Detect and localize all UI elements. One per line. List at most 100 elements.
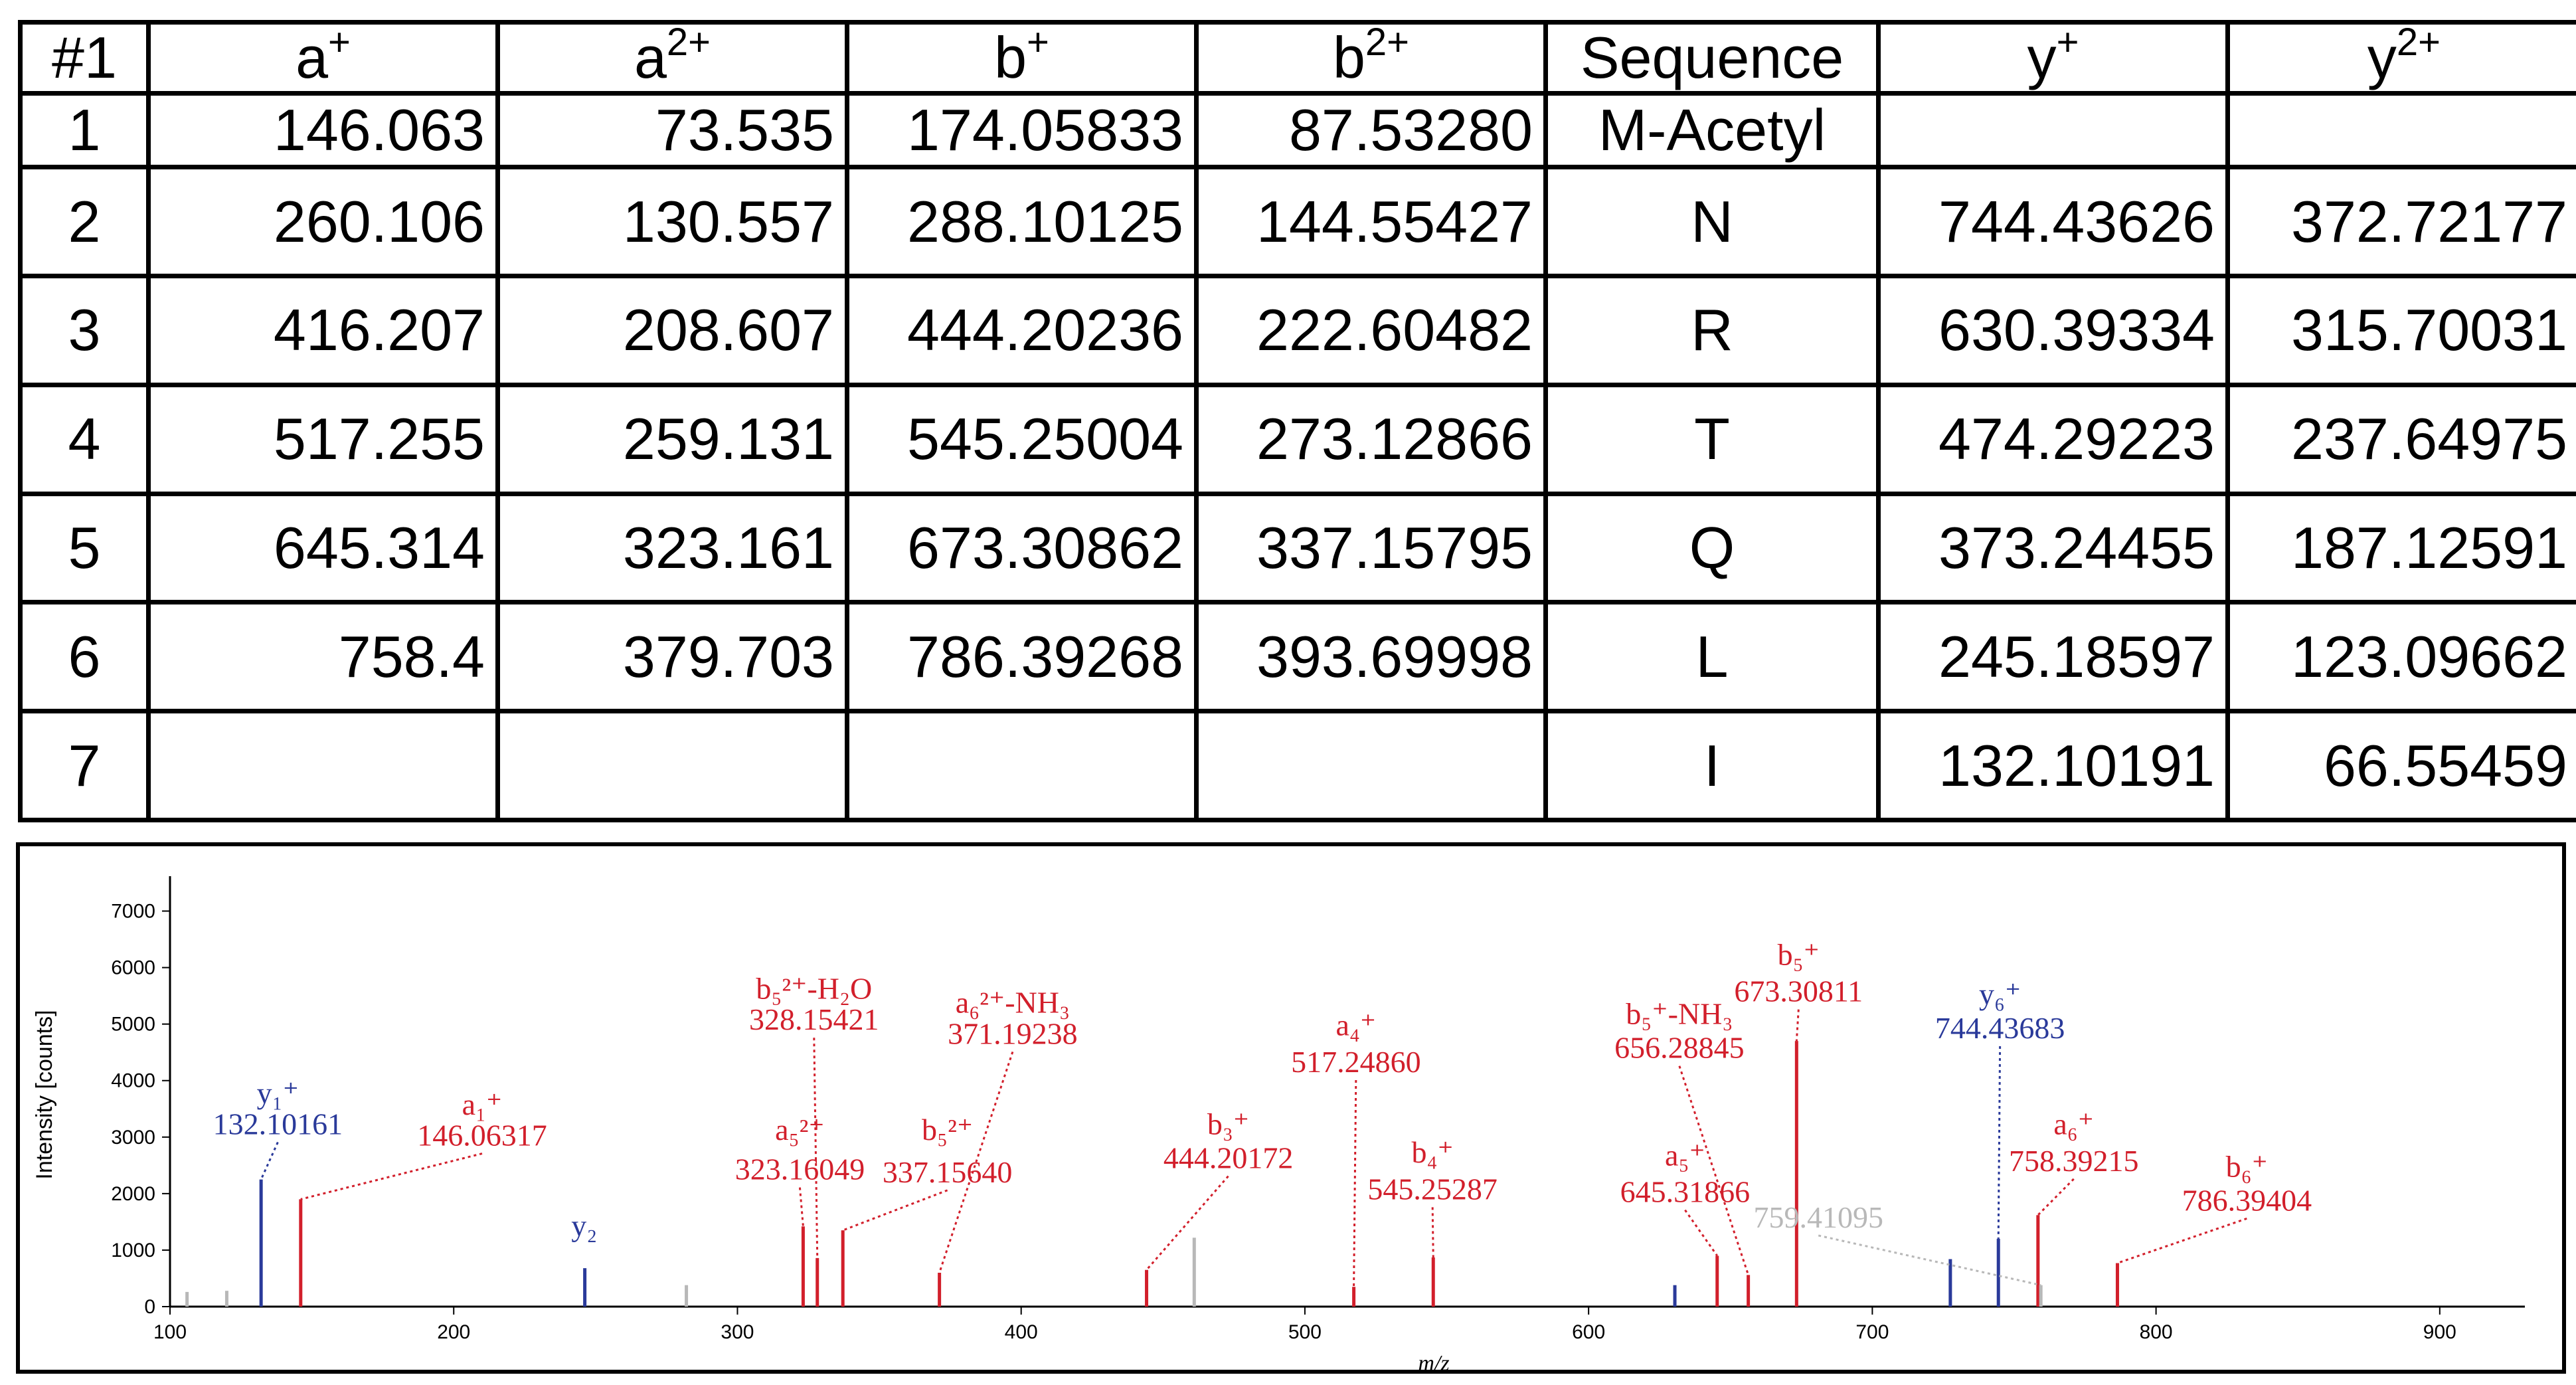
row-index-cell: 6: [18, 600, 151, 714]
mass-cell: 245.18597: [1876, 600, 2230, 714]
mass-cell: 87.53280: [1194, 90, 1548, 170]
mass-cell: 146.063: [146, 90, 500, 170]
mass-cell: 416.207: [146, 274, 500, 387]
charge-superscript: 2+: [2396, 21, 2441, 64]
spectrum-svg: 0 1000 2000 3000 4000 5000 6000 7000 100 200 300 40…: [32, 876, 2525, 1370]
mass-cell: [2225, 90, 2576, 170]
charge-superscript: 2+: [666, 21, 711, 64]
peak-ion-label: a₆²⁺-NH₃: [956, 986, 1070, 1020]
mass-cell: 337.15795: [1194, 491, 1548, 605]
annotation-leader-line: [1146, 1175, 1229, 1271]
x-axis-label: m/z: [1418, 1351, 1449, 1370]
y-axis-label: Intensity [counts]: [32, 1010, 57, 1179]
sequence-cell: R: [1543, 274, 1881, 387]
column-header: #1: [18, 20, 151, 96]
mass-cell: [146, 709, 500, 822]
row-index-cell: 7: [18, 709, 151, 822]
peak-ion-label: y₆⁺: [1979, 977, 2021, 1011]
mass-cell: [1194, 709, 1548, 822]
column-header-label: b: [994, 25, 1027, 90]
column-header: Sequence: [1543, 20, 1881, 96]
mass-cell: 630.39334: [1876, 274, 2230, 387]
row-index-cell: 1: [18, 90, 151, 170]
table-row: 3 416.207 208.607 444.20236 222.60482 R 630.39…: [18, 274, 2576, 387]
table-row: 1 146.063 73.535 174.05833 87.53280 M-Acetyl: [18, 90, 2576, 170]
column-header: a2+: [495, 20, 849, 96]
mass-cell: 474.29223: [1876, 382, 2230, 496]
table-row: 6 758.4 379.703 786.39268 393.69998 L 245.1859…: [18, 600, 2576, 714]
annotation-leader-line: [798, 1187, 804, 1227]
peak-mz-label: 328.15421: [749, 1002, 879, 1036]
peak-mz-label: 759.41095: [1753, 1200, 1883, 1234]
mass-cell: 744.43626: [1876, 165, 2230, 278]
y-tick-label: 7000: [111, 901, 155, 923]
peak-ion-label: y₂: [571, 1209, 597, 1243]
annotation-leader-line: [1818, 1234, 2041, 1287]
charge-superscript: +: [2056, 21, 2079, 64]
column-header-label: b: [1332, 25, 1365, 90]
y-tick-label: 5000: [111, 1014, 155, 1036]
charge-superscript: +: [328, 21, 351, 64]
annotation-leader-line: [1795, 1009, 1800, 1042]
y-tick-label: 2000: [111, 1183, 155, 1205]
mass-cell: [1876, 90, 2230, 170]
peak-mz-label: 146.06317: [417, 1119, 547, 1153]
peak-mz-label: 744.43683: [1935, 1011, 2065, 1045]
mass-cell: 208.607: [495, 274, 849, 387]
column-header-label: #1: [52, 25, 117, 90]
annotation-leader-line: [1684, 1209, 1718, 1257]
peak-mz-label: 786.39404: [2182, 1183, 2312, 1217]
mass-cell: 132.10191: [1876, 709, 2230, 822]
charge-superscript: +: [1027, 21, 1049, 64]
sequence-cell: Q: [1543, 491, 1881, 605]
table-row: 4 517.255 259.131 545.25004 273.12866 T 474.29…: [18, 382, 2576, 496]
peak-ion-label: a₄⁺: [1335, 1008, 1376, 1042]
mass-cell: 144.55427: [1194, 165, 1548, 278]
column-header: a+: [146, 20, 500, 96]
mass-cell: 323.161: [495, 491, 849, 605]
y-tick-label: 4000: [111, 1070, 155, 1092]
table-body: 1 146.063 73.535 174.05833 87.53280 M-Acetyl 2…: [18, 90, 2576, 822]
column-header-label: y: [2027, 25, 2057, 90]
peak-mz-label: 444.20172: [1163, 1141, 1294, 1175]
column-header-label: a: [634, 25, 667, 90]
mass-cell: 786.39268: [845, 600, 1199, 714]
mass-cell: 259.131: [495, 382, 849, 496]
sequence-cell: I: [1543, 709, 1881, 822]
mass-cell: 373.24455: [1876, 491, 2230, 605]
peak-mz-label: 656.28845: [1614, 1031, 1745, 1065]
column-header: b+: [845, 20, 1199, 96]
x-tick-label: 600: [1572, 1321, 1605, 1343]
column-header: y2+: [2225, 20, 2576, 96]
sequence-cell: M-Acetyl: [1543, 90, 1881, 170]
sequence-cell: N: [1543, 165, 1881, 278]
mass-cell: 645.314: [146, 491, 500, 605]
peak-ion-label: b₃⁺: [1207, 1107, 1249, 1141]
mass-cell: 174.05833: [845, 90, 1199, 170]
peak-ion-label: b₆⁺: [2226, 1149, 2268, 1183]
fragment-ion-table: #1 a+ a2+ b+ b2+ Sequence y+ y2+ 1 146.063 73.535…: [18, 20, 2576, 822]
y-tick-label: 1000: [111, 1240, 155, 1261]
peak-mz-label: 337.15640: [883, 1155, 1013, 1189]
peak-ion-label: b₄⁺: [1412, 1135, 1454, 1169]
mass-cell: 393.69998: [1194, 600, 1548, 714]
table-header-row: #1 a+ a2+ b+ b2+ Sequence y+ y2+: [18, 20, 2576, 96]
x-tick-label: 400: [1005, 1321, 1038, 1343]
sequence-cell: L: [1543, 600, 1881, 714]
mass-cell: 758.4: [146, 600, 500, 714]
annotation-leader-line: [1997, 1046, 2002, 1239]
peak-ion-label: a₅⁺: [1665, 1138, 1705, 1172]
mass-cell: [845, 709, 1199, 822]
mass-cell: [495, 709, 849, 822]
x-tick-label: 800: [2140, 1321, 2173, 1343]
mass-cell: 444.20236: [845, 274, 1199, 387]
charge-superscript: 2+: [1365, 21, 1410, 64]
annotation-leader-line: [1678, 1065, 1750, 1275]
peak-mz-label: 132.10161: [213, 1107, 343, 1141]
sequence-cell: T: [1543, 382, 1881, 496]
x-tick-label: 700: [1855, 1321, 1889, 1343]
x-tick-label: 300: [721, 1321, 754, 1343]
annotation-leader-line: [1431, 1207, 1434, 1258]
peak-ion-label: a₁⁺: [462, 1087, 503, 1121]
y-tick-label: 6000: [111, 957, 155, 979]
